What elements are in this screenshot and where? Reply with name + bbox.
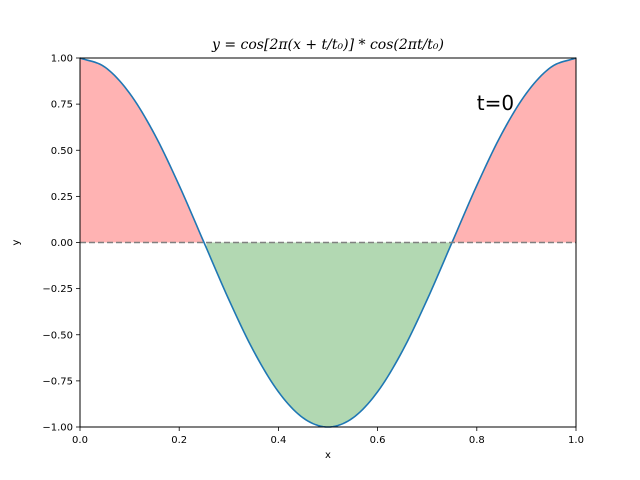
positive-fill-area	[80, 58, 207, 243]
y-axis: −1.00 −0.75 −0.50 −0.25 0.00 0.25 0.50 0.75 1.00	[42, 54, 80, 434]
negative-fill-area	[206, 242, 452, 427]
y-tick-label: 0.50	[51, 146, 73, 157]
y-tick-label: −0.75	[42, 376, 73, 387]
x-axis-label: x	[325, 450, 331, 461]
y-axis-label: y	[11, 239, 22, 245]
time-annotation: t=0	[477, 91, 514, 115]
x-tick-label: 0.2	[171, 435, 187, 446]
x-tick-label: 0.8	[469, 435, 485, 446]
x-tick-label: 1.0	[568, 435, 584, 446]
y-tick-label: −0.50	[42, 330, 73, 341]
y-tick-label: 0.75	[51, 100, 73, 111]
y-tick-label: 0.00	[51, 238, 73, 249]
x-tick-label: 0.4	[270, 435, 286, 446]
positive-fill-area	[452, 58, 576, 243]
fill-areas	[80, 58, 576, 427]
y-tick-label: −0.25	[42, 284, 73, 295]
y-tick-label: 0.25	[51, 192, 73, 203]
x-axis: 0.0 0.2 0.4 0.6 0.8 1.0	[72, 427, 584, 446]
y-tick-label: 1.00	[51, 54, 73, 65]
y-tick-label: −1.00	[42, 423, 73, 434]
chart-title: y = cos[2π(x + t/t₀)] * cos(2πt/t₀)	[211, 37, 444, 53]
x-tick-label: 0.6	[370, 435, 386, 446]
x-tick-label: 0.0	[72, 435, 88, 446]
